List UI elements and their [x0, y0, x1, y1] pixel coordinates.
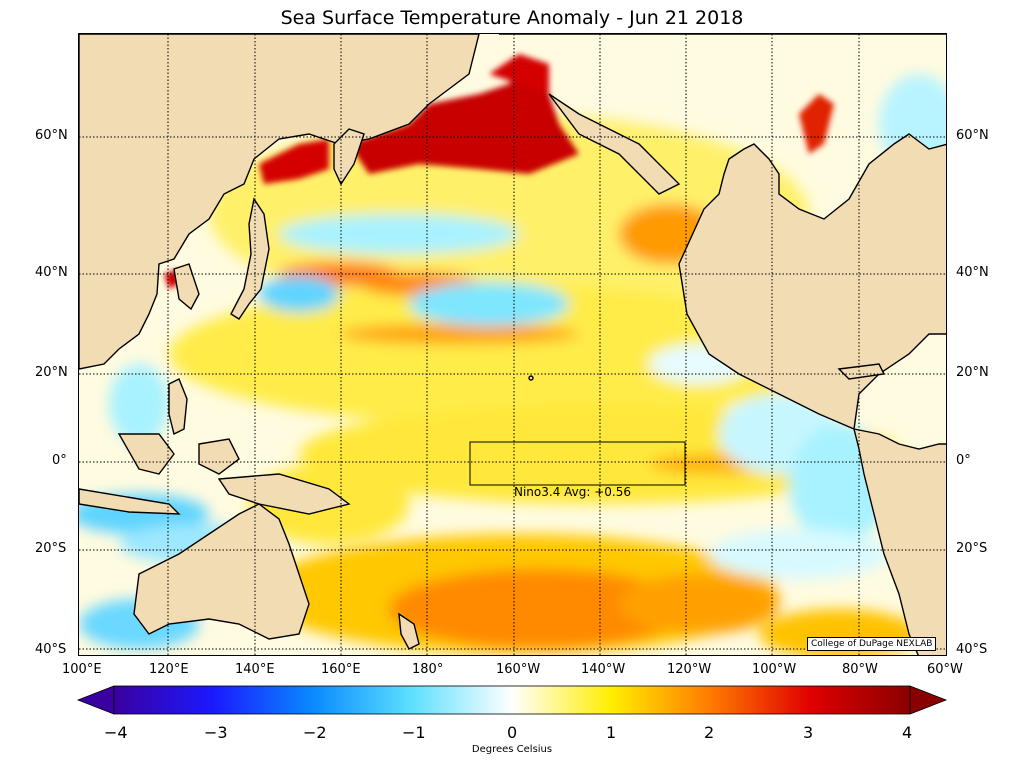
lat-label-40n: 40°N: [35, 265, 68, 280]
colorbar-gradient: [113, 685, 911, 715]
colorbar-tick-minus2: −2: [303, 723, 327, 742]
lat-label-0: 0°: [52, 453, 67, 468]
colorbar-tick-0: 0: [507, 723, 518, 742]
colorbar-max-extend: [909, 685, 948, 715]
colorbar-tick-1: 1: [606, 723, 617, 742]
colorbar-min-extend: [76, 685, 115, 715]
lon-label-100w: 100°W: [752, 662, 797, 677]
lat-label-40s: 40°S: [35, 642, 67, 657]
lon-label-120w: 120°W: [667, 662, 712, 677]
lon-label-120e: 120°E: [149, 662, 189, 677]
lat-label-right-20s: 20°S: [956, 541, 988, 556]
nino34-box: [469, 441, 686, 486]
lat-label-right-40s: 40°S: [956, 642, 988, 657]
lon-label-80w: 80°W: [842, 662, 878, 677]
lon-label-140w: 140°W: [581, 662, 626, 677]
lat-label-right-60n: 60°N: [956, 128, 989, 143]
colorbar-tick-minus1: −1: [402, 723, 426, 742]
land-masses: [79, 34, 946, 655]
lon-label-140e: 140°E: [235, 662, 275, 677]
colorbar: [76, 685, 948, 715]
sst-anomaly-map: [78, 33, 947, 656]
nino34-average-label: Nino3.4 Avg: +0.56: [514, 485, 632, 499]
colorbar-label: Degrees Celsius: [471, 744, 553, 755]
graticule: [79, 34, 946, 655]
lon-label-160w: 160°W: [496, 662, 541, 677]
colorbar-tick-minus3: −3: [204, 723, 228, 742]
lat-label-20n: 20°N: [35, 365, 68, 380]
lon-label-60w: 60°W: [927, 662, 963, 677]
lon-label-180: 180°: [412, 662, 444, 677]
colorbar-tick-2: 2: [704, 723, 715, 742]
lat-label-right-40n: 40°N: [956, 265, 989, 280]
lat-label-60n: 60°N: [35, 128, 68, 143]
lat-label-right-0: 0°: [956, 453, 971, 468]
colorbar-tick-4: 4: [902, 723, 913, 742]
map-canvas: [79, 34, 946, 655]
credit-label: College of DuPage NEXLAB: [807, 637, 937, 651]
colorbar-tick-3: 3: [803, 723, 814, 742]
map-title: Sea Surface Temperature Anomaly - Jun 21…: [280, 7, 744, 29]
lon-label-160e: 160°E: [321, 662, 361, 677]
lon-label-100e: 100°E: [62, 662, 102, 677]
lat-label-20s: 20°S: [35, 541, 67, 556]
colorbar-tick-minus4: −4: [104, 723, 128, 742]
lat-label-right-20n: 20°N: [956, 365, 989, 380]
